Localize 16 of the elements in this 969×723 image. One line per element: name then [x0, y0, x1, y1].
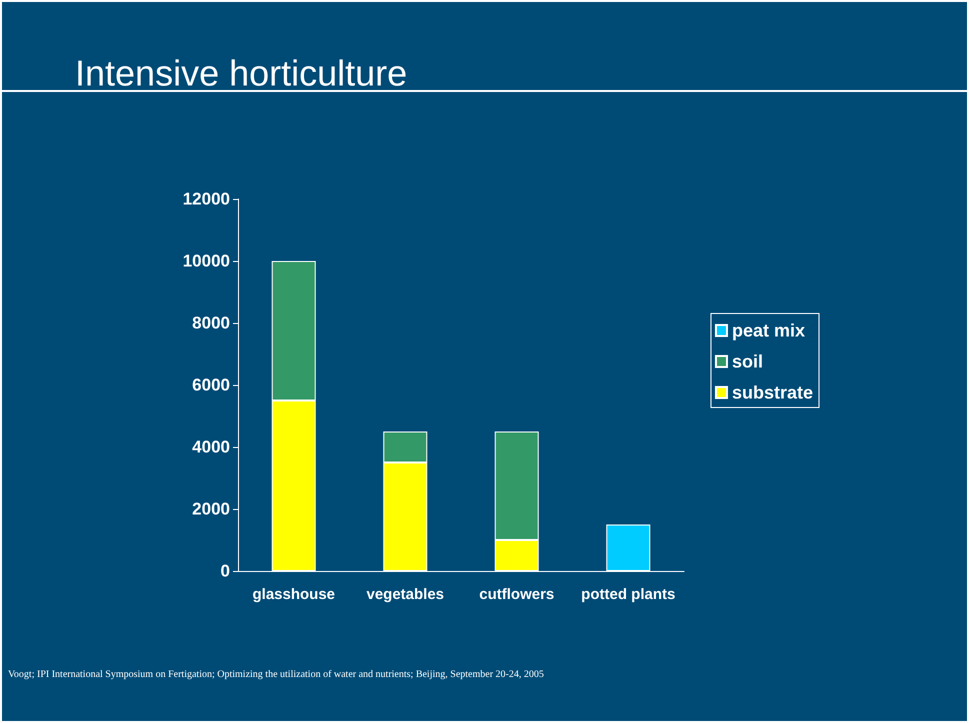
y-tick-label: 10000 — [182, 252, 230, 270]
y-tick-label: 0 — [220, 562, 230, 580]
legend-label: peat mix — [732, 320, 806, 340]
y-tick-label: 8000 — [192, 314, 230, 332]
x-tick-label: glasshouse — [252, 586, 336, 603]
y-tick-label: 12000 — [182, 190, 230, 208]
y-tick-label: 6000 — [192, 376, 230, 394]
x-tick-label: cutflowers — [479, 586, 554, 603]
x-tick-label: potted plants — [581, 586, 676, 603]
y-tick-label: 2000 — [192, 500, 230, 518]
legend-label: soil — [732, 352, 763, 372]
x-tick-label: vegetables — [366, 586, 444, 603]
y-tick-label: 4000 — [192, 438, 230, 456]
text: Voogt; IPI International Symposium on Fertigation; Optimizing the utilization of water and nutrients; Beijing, September 20-24, 2005 — [8, 669, 544, 680]
legend-label: substrate — [732, 382, 814, 402]
chart-title: Intensive horticulture — [75, 52, 408, 94]
